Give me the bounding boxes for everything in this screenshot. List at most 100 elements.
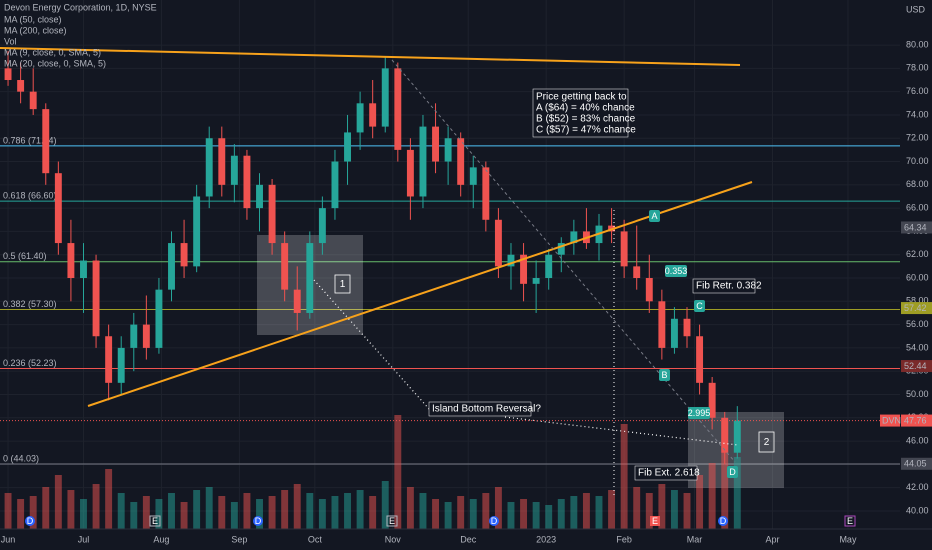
volume-bar [54, 475, 62, 529]
y-tick-label: 62.00 [906, 249, 929, 259]
ticker-label: DVN [882, 415, 901, 425]
candle-body [54, 173, 62, 244]
candle-body [394, 68, 402, 150]
event-label: D [255, 516, 262, 526]
point-tag [694, 300, 705, 312]
candle-body [318, 208, 326, 244]
x-tick-label: Nov [385, 534, 402, 544]
volume-bar [721, 421, 729, 529]
y-tick-label: 54.00 [906, 342, 929, 352]
candle-body [243, 155, 251, 209]
volume-bar [17, 499, 25, 529]
indicator-label: MA (50, close) [4, 14, 62, 24]
volume-bar [356, 490, 364, 529]
volume-bar [507, 502, 515, 529]
trendline [87, 181, 753, 407]
volume-bar [293, 484, 301, 529]
candle-body [268, 184, 276, 244]
fib-label: 0.5 (61.40) [3, 251, 47, 261]
box-label: 2 [764, 437, 770, 448]
candle-body [356, 103, 364, 133]
event-label: E [652, 516, 658, 526]
ratio-tag-label: 2.995 [688, 408, 711, 418]
volume-bar [394, 415, 402, 529]
candle-body [180, 243, 188, 267]
price-label-box [901, 457, 932, 470]
candle-body [17, 80, 25, 92]
volume-bar [633, 487, 641, 529]
volume-bar [683, 493, 691, 529]
volume-bar [557, 499, 565, 529]
volume-bar [457, 496, 465, 529]
x-tick-label: Jun [1, 534, 16, 544]
volume-bar [658, 484, 666, 529]
volume-bar [344, 493, 351, 529]
volume-bar [381, 481, 389, 529]
point-tag [649, 210, 660, 222]
box-label-frame [758, 431, 775, 453]
candle-body [406, 149, 414, 197]
event-icon [386, 515, 398, 527]
candle-body [469, 167, 477, 185]
volume-bar [243, 493, 251, 529]
candle-body [193, 196, 201, 267]
event-label: E [152, 516, 158, 526]
candle-body [281, 243, 289, 290]
x-tick-label: Feb [616, 534, 632, 544]
note-text: Price getting back to [536, 92, 627, 103]
candle-body [658, 301, 666, 348]
y-tick-label: 68.00 [906, 179, 929, 189]
candle-body [432, 126, 439, 162]
candle-body [256, 184, 263, 209]
volume-bar [67, 490, 75, 529]
candle-body [117, 347, 125, 383]
volume-bar [532, 502, 540, 529]
volume-bar [708, 463, 716, 529]
volume-bar [608, 490, 616, 529]
volume-bar [105, 469, 113, 529]
candle-body [670, 318, 678, 348]
volume-bar [168, 493, 175, 529]
candle-body [570, 231, 578, 244]
volume-bar [545, 505, 553, 529]
x-tick-label: 2023 [536, 534, 556, 544]
x-tick-label: Aug [153, 534, 169, 544]
event-label: D [491, 516, 498, 526]
note-box [532, 88, 629, 138]
volume-bar [620, 424, 628, 529]
candle-body [419, 126, 427, 197]
volume-bar [331, 496, 339, 529]
volume-bar [142, 496, 150, 529]
candle-body [721, 417, 729, 453]
event-icon [149, 515, 161, 527]
y-tick-label: 72.00 [906, 133, 929, 143]
candle-body [331, 161, 339, 209]
event-label: E [389, 516, 395, 526]
event-icons: D D D D E E E E [25, 515, 856, 527]
y-tick-label: 80.00 [906, 39, 929, 49]
volume-bar [256, 499, 263, 529]
candle-body [80, 260, 87, 279]
chart-title: Devon Energy Corporation, 1D, NYSE [4, 2, 157, 12]
event-label: E [847, 516, 853, 526]
volume-bar [155, 499, 163, 529]
point-tag-label: A [651, 211, 657, 221]
candle-body [306, 243, 314, 313]
volume-bar [520, 499, 528, 529]
box-label: 1 [340, 279, 346, 290]
volume-bar [369, 496, 377, 529]
candle-body [482, 167, 490, 220]
volume-bar [205, 487, 213, 529]
volume-bar [733, 457, 741, 529]
fib-label: 0.236 (52.23) [3, 358, 57, 368]
note-text: Fib Retr. 0.382 [696, 281, 762, 292]
y-tick-label: 60.00 [906, 272, 929, 282]
volume-bar [432, 499, 439, 529]
volume-bar [582, 493, 590, 529]
fib-label: 0.786 (71.34) [3, 135, 57, 145]
x-tick-label: Oct [308, 534, 323, 544]
candle-body [155, 289, 163, 348]
candle-body [130, 324, 138, 348]
